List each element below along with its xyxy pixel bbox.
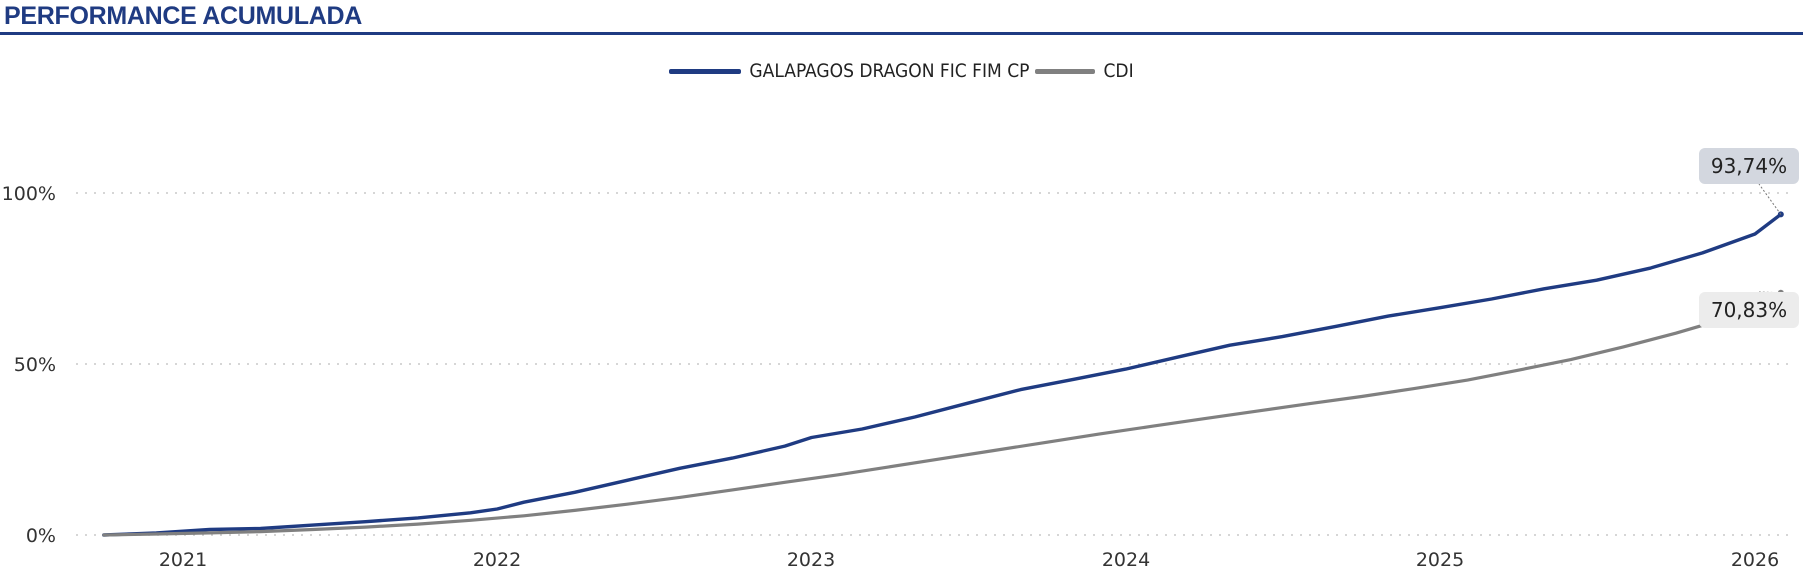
header: PERFORMANCE ACUMULADA: [0, 0, 1803, 36]
y-tick-label: 50%: [14, 354, 56, 376]
legend-swatch-fund: [669, 68, 742, 74]
legend-label-cdi: CDI: [1103, 60, 1134, 82]
x-tick-label: 2021: [159, 549, 207, 571]
end-label-fund-box: [1699, 148, 1799, 184]
title-underline: [0, 32, 1803, 35]
legend-swatch-cdi: [1035, 68, 1096, 74]
x-tick-label: 2024: [1102, 549, 1150, 571]
legend-item-cdi[interactable]: CDI: [1035, 60, 1134, 82]
x-tick-label: 2026: [1731, 549, 1779, 571]
page-title: PERFORMANCE ACUMULADA: [4, 2, 363, 30]
y-tick-label: 100%: [2, 183, 56, 205]
x-tick-label: 2025: [1416, 549, 1464, 571]
legend-label-fund: GALAPAGOS DRAGON FIC FIM CP: [749, 60, 1030, 82]
legend-item-fund[interactable]: GALAPAGOS DRAGON FIC FIM CP: [669, 60, 1029, 82]
y-tick-label: 0%: [26, 525, 56, 547]
end-label-fund-leader: [1758, 183, 1782, 215]
end-label-fund-text: 93,74%: [1711, 154, 1787, 178]
series-line-fund: [102, 212, 1783, 537]
series-line-cdi: [102, 291, 1783, 537]
x-tick-label: 2022: [473, 549, 521, 571]
end-label-cdi-text: 70,83%: [1711, 298, 1787, 322]
x-tick-label: 2023: [787, 549, 835, 571]
end-label-cdi-box: [1699, 292, 1799, 328]
chart-legend: GALAPAGOS DRAGON FIC FIM CP CDI: [0, 60, 1803, 82]
